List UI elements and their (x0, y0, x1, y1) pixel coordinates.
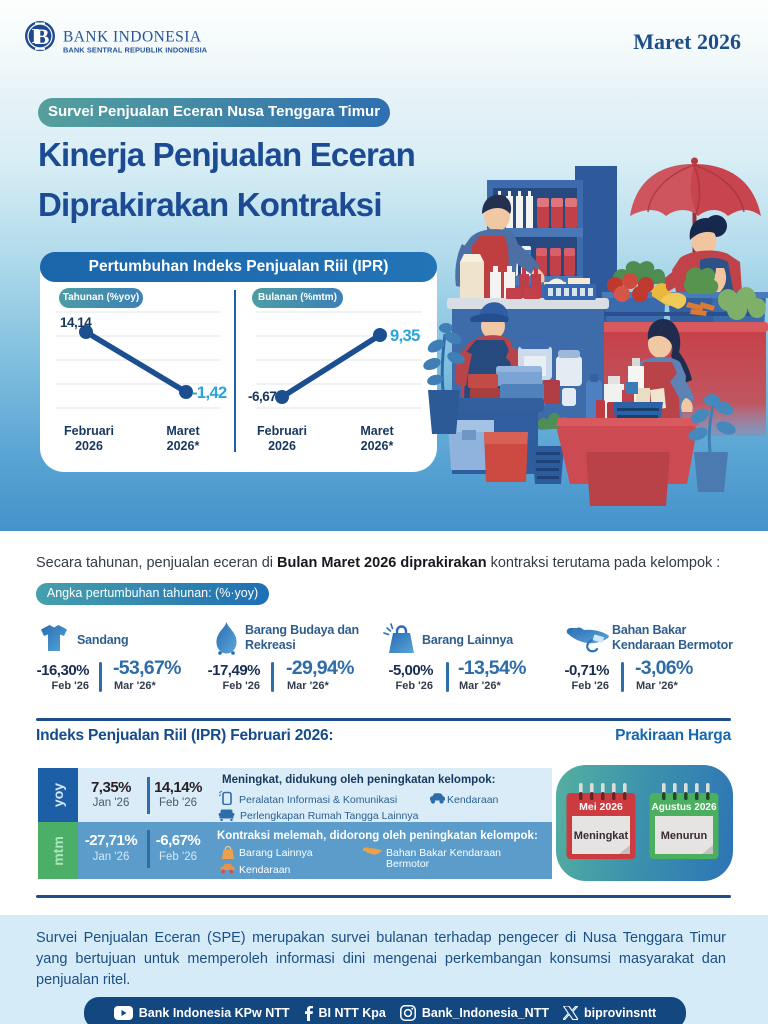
svg-text:I: I (31, 24, 39, 48)
svg-text:Agustus 2026: Agustus 2026 (651, 802, 716, 813)
svg-text:Mei 2026: Mei 2026 (579, 801, 623, 813)
svg-text:B: B (35, 24, 50, 49)
svg-text:BANK SENTRAL REPUBLIK INDONESI: BANK SENTRAL REPUBLIK INDONESIA (63, 46, 208, 55)
svg-text:Meningkat: Meningkat (574, 830, 629, 842)
svg-text:BANK INDONESIA: BANK INDONESIA (63, 29, 202, 46)
svg-text:Menurun: Menurun (661, 830, 708, 842)
